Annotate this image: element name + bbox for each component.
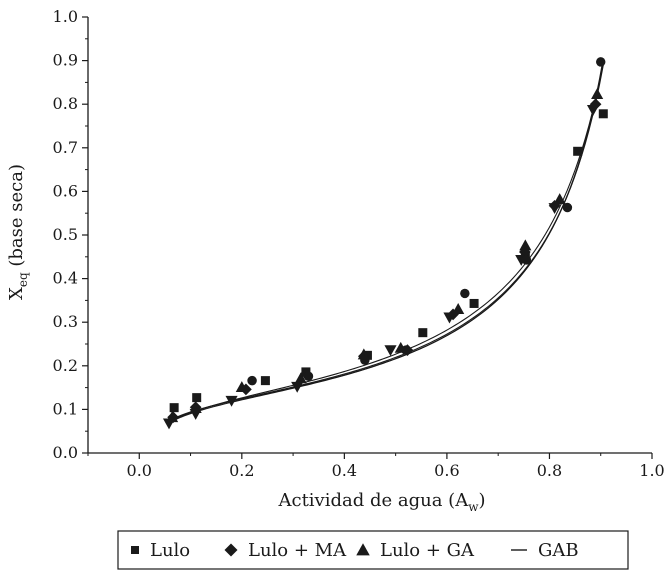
legend-label: GAB bbox=[538, 540, 579, 561]
circle-marker bbox=[521, 255, 532, 265]
circle-marker bbox=[460, 288, 470, 299]
legend-box bbox=[117, 530, 629, 570]
y-tick-label: 0.1 bbox=[53, 399, 78, 418]
x-tick-label: 0.2 bbox=[229, 461, 254, 480]
triangle-down-marker bbox=[225, 395, 238, 407]
y-axis-title-rest: (base seca) bbox=[6, 164, 27, 272]
square-marker bbox=[260, 376, 270, 386]
y-tick-label: 0.2 bbox=[53, 356, 78, 375]
triangle-up-marker bbox=[294, 372, 307, 384]
legend: Lulo Lulo + MA Lulo + GA GAB bbox=[117, 530, 629, 570]
x-axis-title-rest: ) bbox=[478, 490, 485, 511]
y-tick-label: 0.0 bbox=[53, 443, 78, 462]
circle-marker bbox=[596, 57, 606, 67]
triangle-up-marker bbox=[591, 88, 604, 100]
square-marker bbox=[192, 393, 202, 403]
triangle-down-marker bbox=[586, 105, 600, 116]
data-points bbox=[162, 57, 608, 430]
gab-curve bbox=[169, 64, 604, 422]
square-marker bbox=[469, 298, 479, 308]
triangle-up-marker bbox=[452, 303, 465, 314]
x-tick-label: 0.6 bbox=[434, 461, 459, 480]
gab-curve bbox=[169, 58, 604, 421]
circle-marker bbox=[401, 345, 411, 355]
x-tick-label: 0.0 bbox=[127, 461, 152, 480]
legend-label: Lulo bbox=[150, 540, 190, 561]
square-marker bbox=[418, 328, 428, 338]
axes: 0.0 0.1 0.2 0.3 0.4 0.5 0.6 0.7 0.8 0.9 1.0 0.0 0.2 0… bbox=[53, 7, 665, 480]
gab-curves bbox=[169, 58, 604, 423]
circle-marker bbox=[360, 355, 370, 365]
triangle-down-marker bbox=[548, 203, 561, 215]
circle-marker bbox=[247, 375, 257, 386]
square-marker bbox=[169, 403, 179, 413]
x-tick-label: 0.8 bbox=[537, 461, 562, 480]
y-tick-label: 1.0 bbox=[53, 7, 78, 26]
gab-curve bbox=[169, 62, 604, 423]
y-axis-title: Xeq (base seca) bbox=[6, 164, 30, 300]
x-axis-title-subscript: w bbox=[468, 500, 479, 514]
triangle-down-marker bbox=[443, 312, 456, 324]
y-tick-label: 0.3 bbox=[53, 312, 78, 331]
triangle-down-marker bbox=[189, 408, 202, 420]
y-tick-label: 0.8 bbox=[53, 94, 78, 113]
triangle-down-marker bbox=[162, 418, 176, 430]
triangle-down-marker bbox=[384, 345, 397, 357]
square-marker bbox=[131, 546, 139, 554]
legend-label: Lulo + GA bbox=[380, 540, 475, 561]
square-marker bbox=[573, 146, 583, 156]
triangle-down-marker bbox=[291, 381, 304, 393]
y-tick-label: 0.5 bbox=[53, 225, 78, 244]
legend-label: Lulo + MA bbox=[248, 540, 347, 561]
triangle-up-marker bbox=[553, 193, 566, 205]
circle-marker bbox=[562, 202, 573, 213]
y-tick-label: 0.9 bbox=[53, 51, 78, 70]
triangle-up-marker bbox=[235, 381, 248, 393]
circle-marker bbox=[303, 371, 314, 381]
diamond-marker bbox=[224, 543, 238, 557]
triangle-up-marker bbox=[356, 543, 370, 556]
x-tick-label: 0.4 bbox=[332, 461, 357, 480]
y-tick-label: 0.6 bbox=[53, 181, 78, 200]
x-axis-title-main: Actividad de agua (A bbox=[277, 490, 469, 511]
square-marker bbox=[598, 109, 608, 119]
x-axis-title: Actividad de agua (Aw) bbox=[277, 490, 485, 514]
triangle-up-marker bbox=[519, 239, 532, 251]
y-tick-label: 0.4 bbox=[53, 269, 78, 288]
y-axis-title-main: X bbox=[6, 287, 27, 300]
x-tick-label: 1.0 bbox=[639, 461, 664, 480]
y-axis-title-subscript: eq bbox=[16, 272, 30, 287]
gab-curve bbox=[169, 60, 604, 423]
y-tick-label: 0.7 bbox=[53, 138, 78, 157]
